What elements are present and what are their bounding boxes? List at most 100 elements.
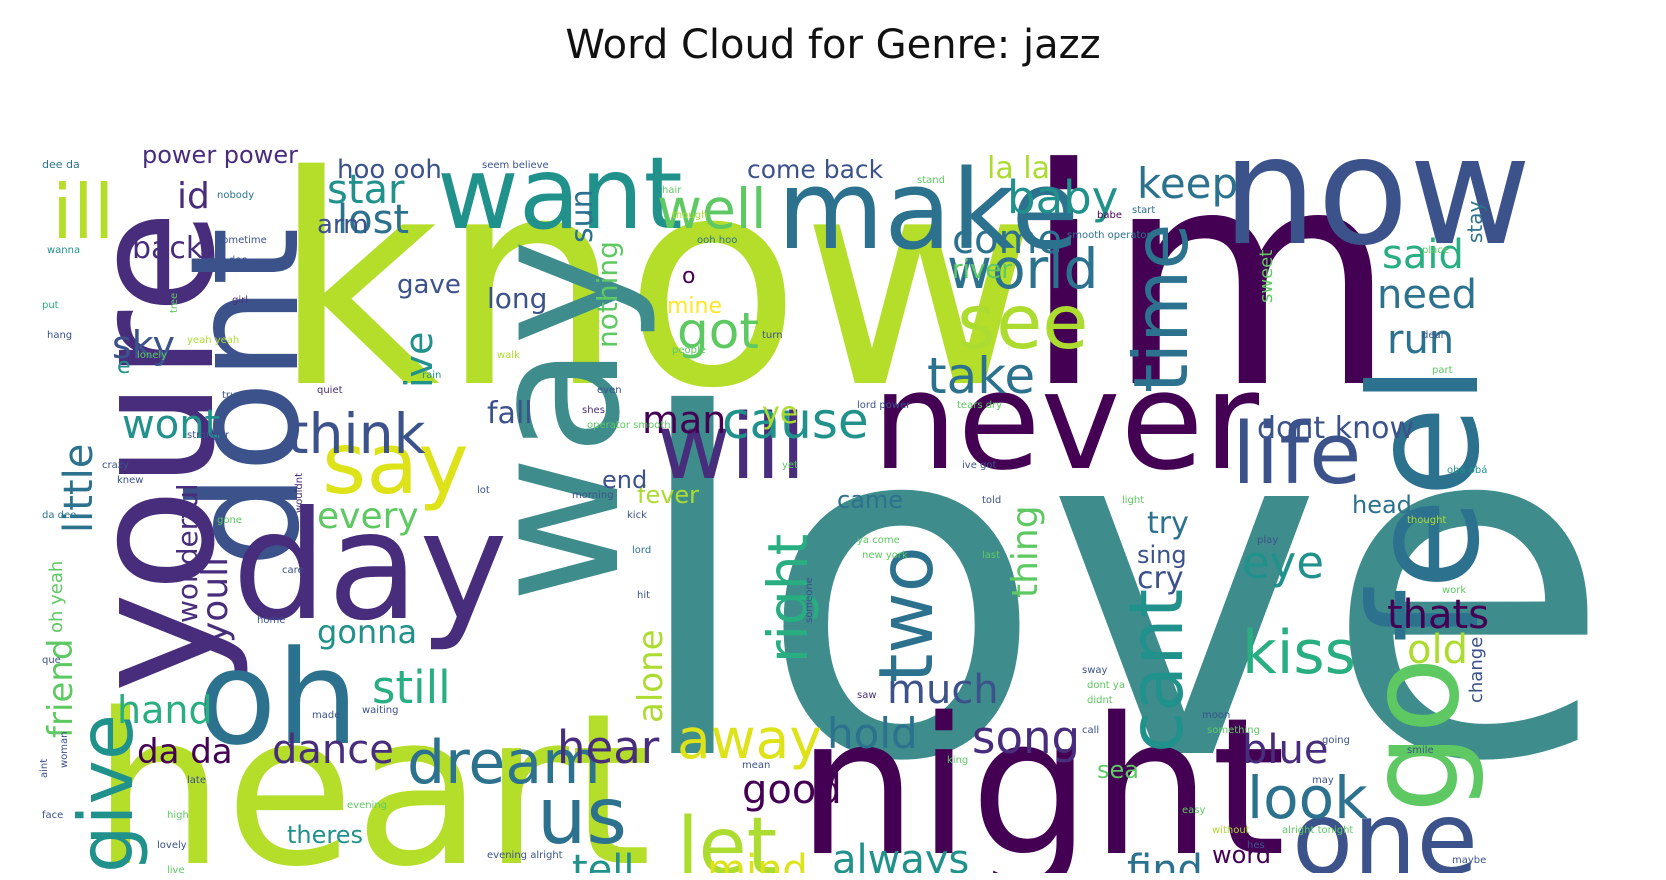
word-dance: dance [272,727,394,773]
word-rain: rain [422,370,441,381]
word-face: face [42,810,63,821]
word-came: came [837,486,903,514]
word-man: man [642,398,726,442]
word-seem-believe: seem believe [482,160,549,171]
word-high: high [167,810,189,821]
word-always: always [832,837,969,873]
word-made: made [312,710,340,721]
word-waiting: waiting [362,705,398,716]
word-operator-smooth: operator smooth [587,420,671,431]
word-stand: stand [917,175,945,186]
word-yeah-yeah: yeah yeah [187,335,239,346]
word-im: im [1022,105,1398,454]
word-lord-power: lord power [857,400,911,411]
word-smooth-operator: smooth operator [1067,230,1152,241]
word-oh: oh [197,622,359,774]
word-hit: hit [637,590,650,601]
word-tell: tell [572,847,635,873]
word-knew: knew [117,475,143,486]
word-look: look [1247,764,1368,832]
word-hoo-ooh: hoo ooh [337,155,442,185]
word-moon: moon [1202,710,1230,721]
word-ive: ive [397,332,441,388]
word-going: going [1322,735,1350,746]
word-evening: evening [347,800,387,811]
word-la-la: la la [987,151,1050,186]
word-o: o [682,264,695,289]
word-hold: hold [827,709,918,758]
word-told: told [982,495,1001,506]
word-sway: sway [1082,665,1108,676]
word-ill: ill [52,168,115,256]
word-care: care [282,565,304,576]
word-gone: gone [217,515,242,526]
word-easy: easy [1182,805,1205,816]
word-id: id [177,176,210,217]
word-wouldnt: wouldnt [294,473,305,513]
word-need: need [1377,272,1477,318]
word-stay: stay [1463,200,1487,243]
word-dont: dont [159,227,333,568]
word-good: good [742,767,842,813]
word-ob-ob: obá obá [1447,464,1487,476]
word-gonna: gonna [317,613,417,651]
word-life: life [1232,405,1361,504]
word-crazy: crazy [102,460,129,471]
word-hear: hear [557,721,660,774]
word-mind: mind [707,847,808,873]
word-know: know [272,115,1038,452]
word-nothing: nothing [591,241,624,348]
word-hand: hand [117,688,213,732]
word-maybe: maybe [1452,855,1486,866]
word-tears-dry: tears dry [957,400,1002,411]
word-gave: gave [397,270,461,300]
word-youll: youll [195,557,236,643]
word-evening-alright: evening alright [487,850,563,861]
word-take: take [927,347,1035,405]
word-cry: cry [1137,561,1184,596]
word-end: end [602,466,647,494]
word-sun: sun [565,189,600,243]
word-hes: hes [1247,840,1265,851]
word-aint: aint [39,759,50,778]
word-someone: someone [804,577,815,623]
word-thing: thing [1005,505,1046,598]
word-da-dee: da dee [42,510,76,521]
word-king: king [947,755,968,766]
word-dee-dee: dee dee [207,255,247,266]
word-feel: feel [1339,364,1513,643]
word-babe: babe [1097,210,1122,221]
word-said: said [1382,232,1464,278]
word-mine: mine [667,294,722,319]
word-never: never [872,343,1260,500]
word-youre: youre [55,210,253,693]
word-sweet: sweet [1256,250,1277,303]
word-one: one [1292,780,1478,873]
word-every: every [317,496,419,537]
chart-title: Word Cloud for Genre: jazz [565,22,1101,68]
word-last: last [982,550,1000,561]
word-alright-tonight: alright tonight [1282,825,1353,836]
word-still: still [372,661,451,714]
word-make: make [777,146,1079,274]
word-play: play [1257,535,1278,546]
word-song: song [972,711,1080,764]
word-come-back: come back [747,155,884,184]
word-two: two [862,546,950,683]
word-dont-ya: dont ya [1087,680,1125,691]
word-will: will [657,395,806,500]
word-da-da: da da [137,732,233,772]
word-wont: wont [122,402,220,448]
word-true: true [222,390,243,401]
word-morning: morning [572,490,614,501]
word-ye: ye [762,396,798,431]
word-power-power: power power [142,141,298,169]
word-sea: sea [1097,756,1139,784]
word-right: right [756,534,820,663]
word-give: give [62,714,150,873]
word-girl: girl [232,295,248,306]
word-though: though [672,210,707,221]
word-nobody: nobody [217,190,254,201]
word-river: river [952,255,1012,285]
